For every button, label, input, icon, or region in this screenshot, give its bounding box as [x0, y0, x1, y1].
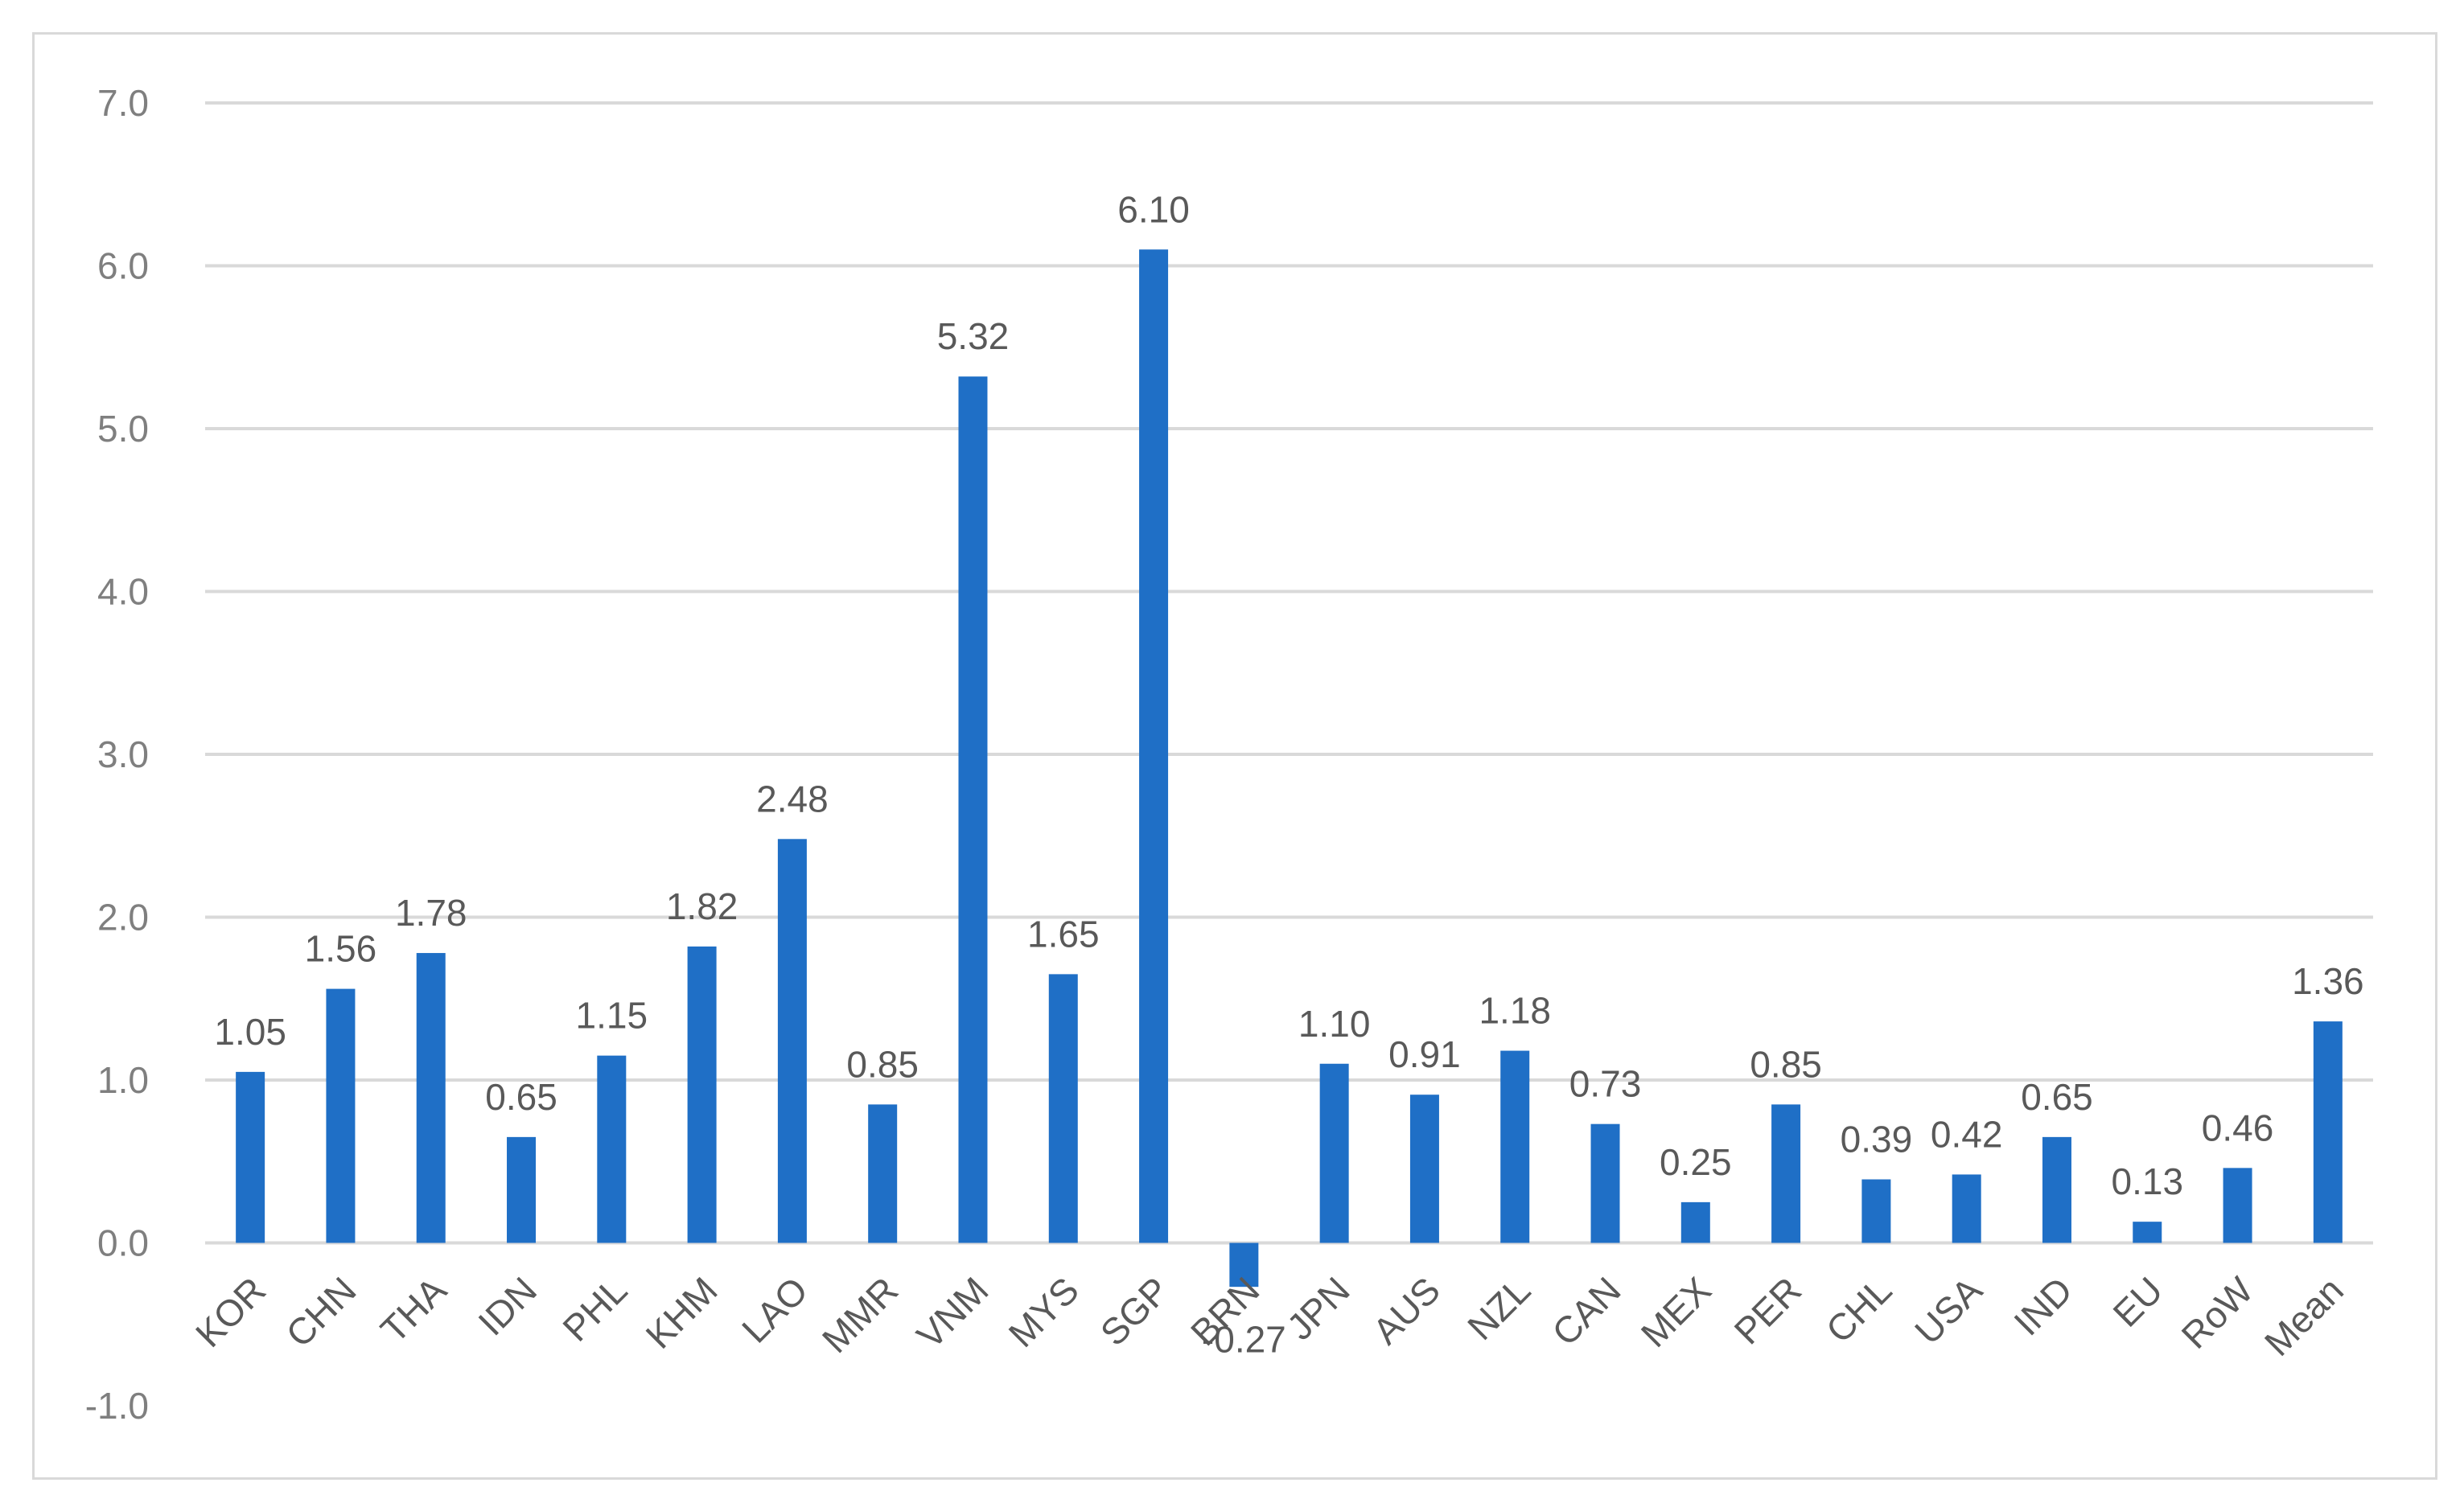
category-label: NZL	[1459, 1269, 1538, 1348]
category-label: IDN	[470, 1269, 545, 1344]
y-tick-label: 5.0	[97, 408, 149, 450]
category-label: PER	[1726, 1269, 1810, 1353]
category-label: LAO	[734, 1269, 816, 1351]
value-label: 0.91	[1388, 1033, 1461, 1075]
category-label: USA	[1907, 1269, 1990, 1353]
category-label: MMR	[814, 1269, 906, 1361]
bar-KHM	[687, 946, 717, 1243]
bar-BRN	[1229, 1242, 1259, 1288]
value-label: 1.56	[305, 928, 377, 970]
bar-CHN	[326, 988, 356, 1243]
category-label: MEX	[1633, 1269, 1719, 1355]
bar-CAN	[1590, 1123, 1620, 1243]
y-tick-label: 0.0	[97, 1222, 149, 1264]
y-tick-label: 4.0	[97, 571, 149, 613]
category-label: MYS	[1001, 1269, 1087, 1355]
y-tick-label: -1.0	[85, 1385, 149, 1427]
chart-frame	[32, 32, 2437, 1480]
bar-NZL	[1500, 1050, 1530, 1243]
category-label: IND	[2005, 1269, 2080, 1344]
category-label: CAN	[1544, 1269, 1628, 1353]
value-label: 1.18	[1479, 990, 1551, 1032]
category-label: KHM	[638, 1269, 726, 1357]
y-tick-label: 6.0	[97, 245, 149, 287]
value-label: 1.05	[214, 1011, 286, 1053]
bar-LAO	[777, 839, 807, 1243]
category-label: JPN	[1278, 1269, 1357, 1348]
value-label: 0.65	[2021, 1076, 2093, 1118]
category-label: THA	[372, 1269, 455, 1351]
y-tick-label: 3.0	[97, 733, 149, 775]
bar-IND	[2042, 1136, 2071, 1243]
value-label: 0.25	[1660, 1141, 1732, 1183]
value-label: 0.42	[1931, 1113, 2003, 1155]
bar-Mean	[2313, 1021, 2343, 1243]
category-label: SGP	[1092, 1269, 1177, 1353]
category-label: VNM	[908, 1269, 996, 1357]
value-label: 6.10	[1117, 188, 1190, 230]
bar-IDN	[507, 1136, 537, 1243]
bar-THA	[416, 953, 446, 1243]
value-label: 0.13	[2112, 1160, 2184, 1202]
bar-AUS	[1409, 1095, 1439, 1243]
value-label: 1.15	[576, 995, 648, 1037]
bar-USA	[1952, 1174, 1981, 1243]
bar-PHL	[597, 1055, 627, 1243]
category-label: EU	[2104, 1269, 2170, 1335]
category-label: Mean	[2256, 1269, 2351, 1364]
bar-SGP	[1139, 249, 1169, 1243]
bar-KOR	[236, 1071, 265, 1243]
value-label: 0.73	[1569, 1063, 1642, 1105]
bar-MEX	[1680, 1201, 1710, 1243]
category-label: KOR	[187, 1269, 274, 1355]
bar-JPN	[1319, 1063, 1349, 1243]
value-label: 1.65	[1027, 913, 1100, 955]
bar-CHL	[1861, 1179, 1891, 1243]
category-label: CHN	[278, 1269, 364, 1355]
bar-PER	[1771, 1104, 1801, 1243]
bar-VNM	[958, 376, 988, 1243]
value-label: 0.85	[846, 1043, 919, 1085]
value-label: 1.10	[1298, 1003, 1371, 1045]
y-tick-label: 1.0	[97, 1059, 149, 1101]
value-label: 5.32	[937, 315, 1010, 357]
value-label: 0.46	[2202, 1107, 2274, 1148]
y-tick-label: 2.0	[97, 897, 149, 938]
bar-EU	[2133, 1222, 2162, 1243]
category-label: PHL	[554, 1269, 635, 1349]
value-label: 0.85	[1750, 1043, 1822, 1085]
bar-MMR	[868, 1104, 898, 1243]
value-label: 1.78	[395, 892, 467, 934]
value-label: -0.27	[1202, 1319, 1286, 1361]
bar-RoW	[2223, 1168, 2252, 1243]
bar-MYS	[1048, 974, 1078, 1243]
value-label: 1.36	[2292, 960, 2364, 1002]
value-label: 2.48	[756, 778, 829, 819]
value-label: 1.82	[666, 885, 738, 927]
value-label: 0.39	[1841, 1119, 1913, 1160]
category-label: RoW	[2174, 1268, 2261, 1356]
value-label: 0.65	[485, 1076, 557, 1118]
category-label: CHL	[1818, 1269, 1900, 1351]
category-label: AUS	[1364, 1269, 1448, 1353]
y-tick-label: 7.0	[97, 82, 149, 124]
